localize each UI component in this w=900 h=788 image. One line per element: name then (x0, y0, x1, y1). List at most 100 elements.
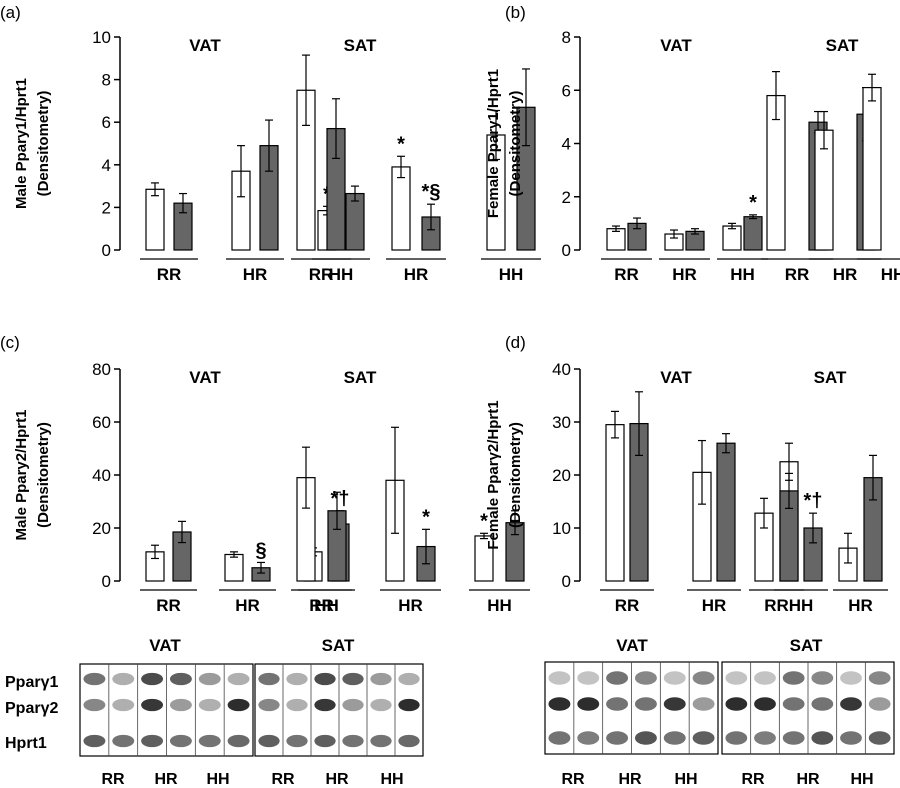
blot-band (811, 671, 834, 685)
blot-band (663, 671, 686, 685)
blot-band (782, 671, 805, 685)
bar (605, 424, 625, 582)
blot-band (868, 697, 891, 711)
blot-region-label: SAT (322, 636, 355, 655)
category-label: RR (309, 265, 334, 284)
category-label: RR (614, 265, 639, 284)
blot-band (370, 698, 392, 712)
y-tick-label: 0 (102, 241, 111, 260)
blot-band (258, 672, 280, 686)
blot-band (692, 671, 715, 685)
category-label: HR (672, 265, 697, 284)
blot-row-label: Hprt1 (5, 735, 47, 752)
blot-band (141, 734, 164, 748)
blot-panel (254, 663, 424, 757)
blot-band (141, 672, 164, 686)
blot-band (286, 734, 308, 748)
significance-mark: * (480, 510, 488, 532)
y-tick-label: 6 (562, 81, 571, 100)
y-tick-label: 2 (562, 188, 571, 207)
blot-band (868, 731, 891, 745)
y-tick-label: 0 (562, 572, 571, 591)
blot-group-label: HH (206, 771, 229, 788)
blot-group-label: HH (380, 771, 403, 788)
category-label: RR (615, 596, 640, 615)
y-tick-label: 20 (92, 519, 111, 538)
blot-band (606, 731, 629, 745)
blot-band (692, 697, 715, 711)
blot-band (169, 672, 192, 686)
group-title: VAT (189, 368, 221, 387)
blot-band (577, 671, 600, 685)
y-axis-label: Male Ppary1/Hprt1 (13, 78, 30, 209)
category-label: RR (157, 265, 182, 284)
blot-band (258, 734, 280, 748)
y-tick-label: 40 (552, 360, 571, 379)
category-label: RR (156, 596, 181, 615)
panel-label: (a) (0, 3, 21, 22)
bar (145, 188, 165, 251)
blot-band (634, 697, 657, 711)
blot-band (548, 671, 571, 685)
blot-band (606, 671, 629, 685)
category-label: RR (309, 596, 334, 615)
blot-band (342, 672, 364, 686)
y-tick-label: 20 (552, 466, 571, 485)
group-title: SAT (344, 36, 377, 55)
y-tick-label: 6 (102, 113, 111, 132)
blot-band (754, 671, 776, 685)
y-tick-label: 40 (92, 466, 111, 485)
blot-panel (721, 661, 895, 755)
blot-band (83, 672, 106, 686)
category-label: HH (499, 265, 524, 284)
blot-group-label: HH (674, 771, 697, 788)
blot-band (169, 734, 192, 748)
blot-group-label: RR (271, 771, 295, 788)
significance-mark: * (422, 506, 430, 528)
blot-band (198, 672, 221, 686)
category-label: RR (785, 265, 810, 284)
group-title: SAT (826, 36, 859, 55)
group-title: SAT (814, 368, 847, 387)
blot-band (398, 698, 420, 712)
blot-region-label: VAT (149, 636, 181, 655)
blot-group-label: HR (325, 771, 349, 788)
blot-band (227, 698, 250, 712)
blot-band (811, 697, 834, 711)
blot-band (342, 698, 364, 712)
blot-band (227, 734, 250, 748)
blot-band (83, 698, 106, 712)
blot-band (634, 671, 657, 685)
blot-band (663, 697, 686, 711)
category-label: RR (764, 596, 789, 615)
blot-band (634, 731, 657, 745)
y-tick-label: 10 (92, 28, 111, 47)
bar (716, 442, 736, 582)
y-axis-label: Male Ppary2/Hprt1 (13, 410, 30, 541)
panel-label: (c) (0, 333, 20, 352)
blot-band (83, 734, 106, 748)
blot-band (725, 671, 748, 685)
blot-band (198, 698, 221, 712)
blot-panel (544, 661, 719, 755)
significance-mark: *† (804, 490, 823, 512)
blot-band (286, 698, 308, 712)
y-tick-label: 60 (92, 413, 111, 432)
significance-mark: *† (331, 488, 350, 510)
blot-band (782, 731, 805, 745)
bar (345, 192, 365, 251)
group-title: VAT (660, 368, 692, 387)
blot-band (868, 671, 891, 685)
blot-band (286, 672, 308, 686)
bar (743, 216, 763, 251)
y-tick-label: 4 (562, 135, 571, 154)
blot-male-lanes (79, 663, 424, 757)
blot-region-label: SAT (790, 636, 823, 655)
panel-label: (d) (505, 333, 526, 352)
blot-female: VAT SAT RR HR HH RR HR HH (544, 636, 895, 788)
y-axis-label: (Densitometry) (35, 91, 52, 197)
blot-band (398, 734, 420, 748)
blot-group-label: HR (618, 771, 642, 788)
blot-band (840, 671, 862, 685)
